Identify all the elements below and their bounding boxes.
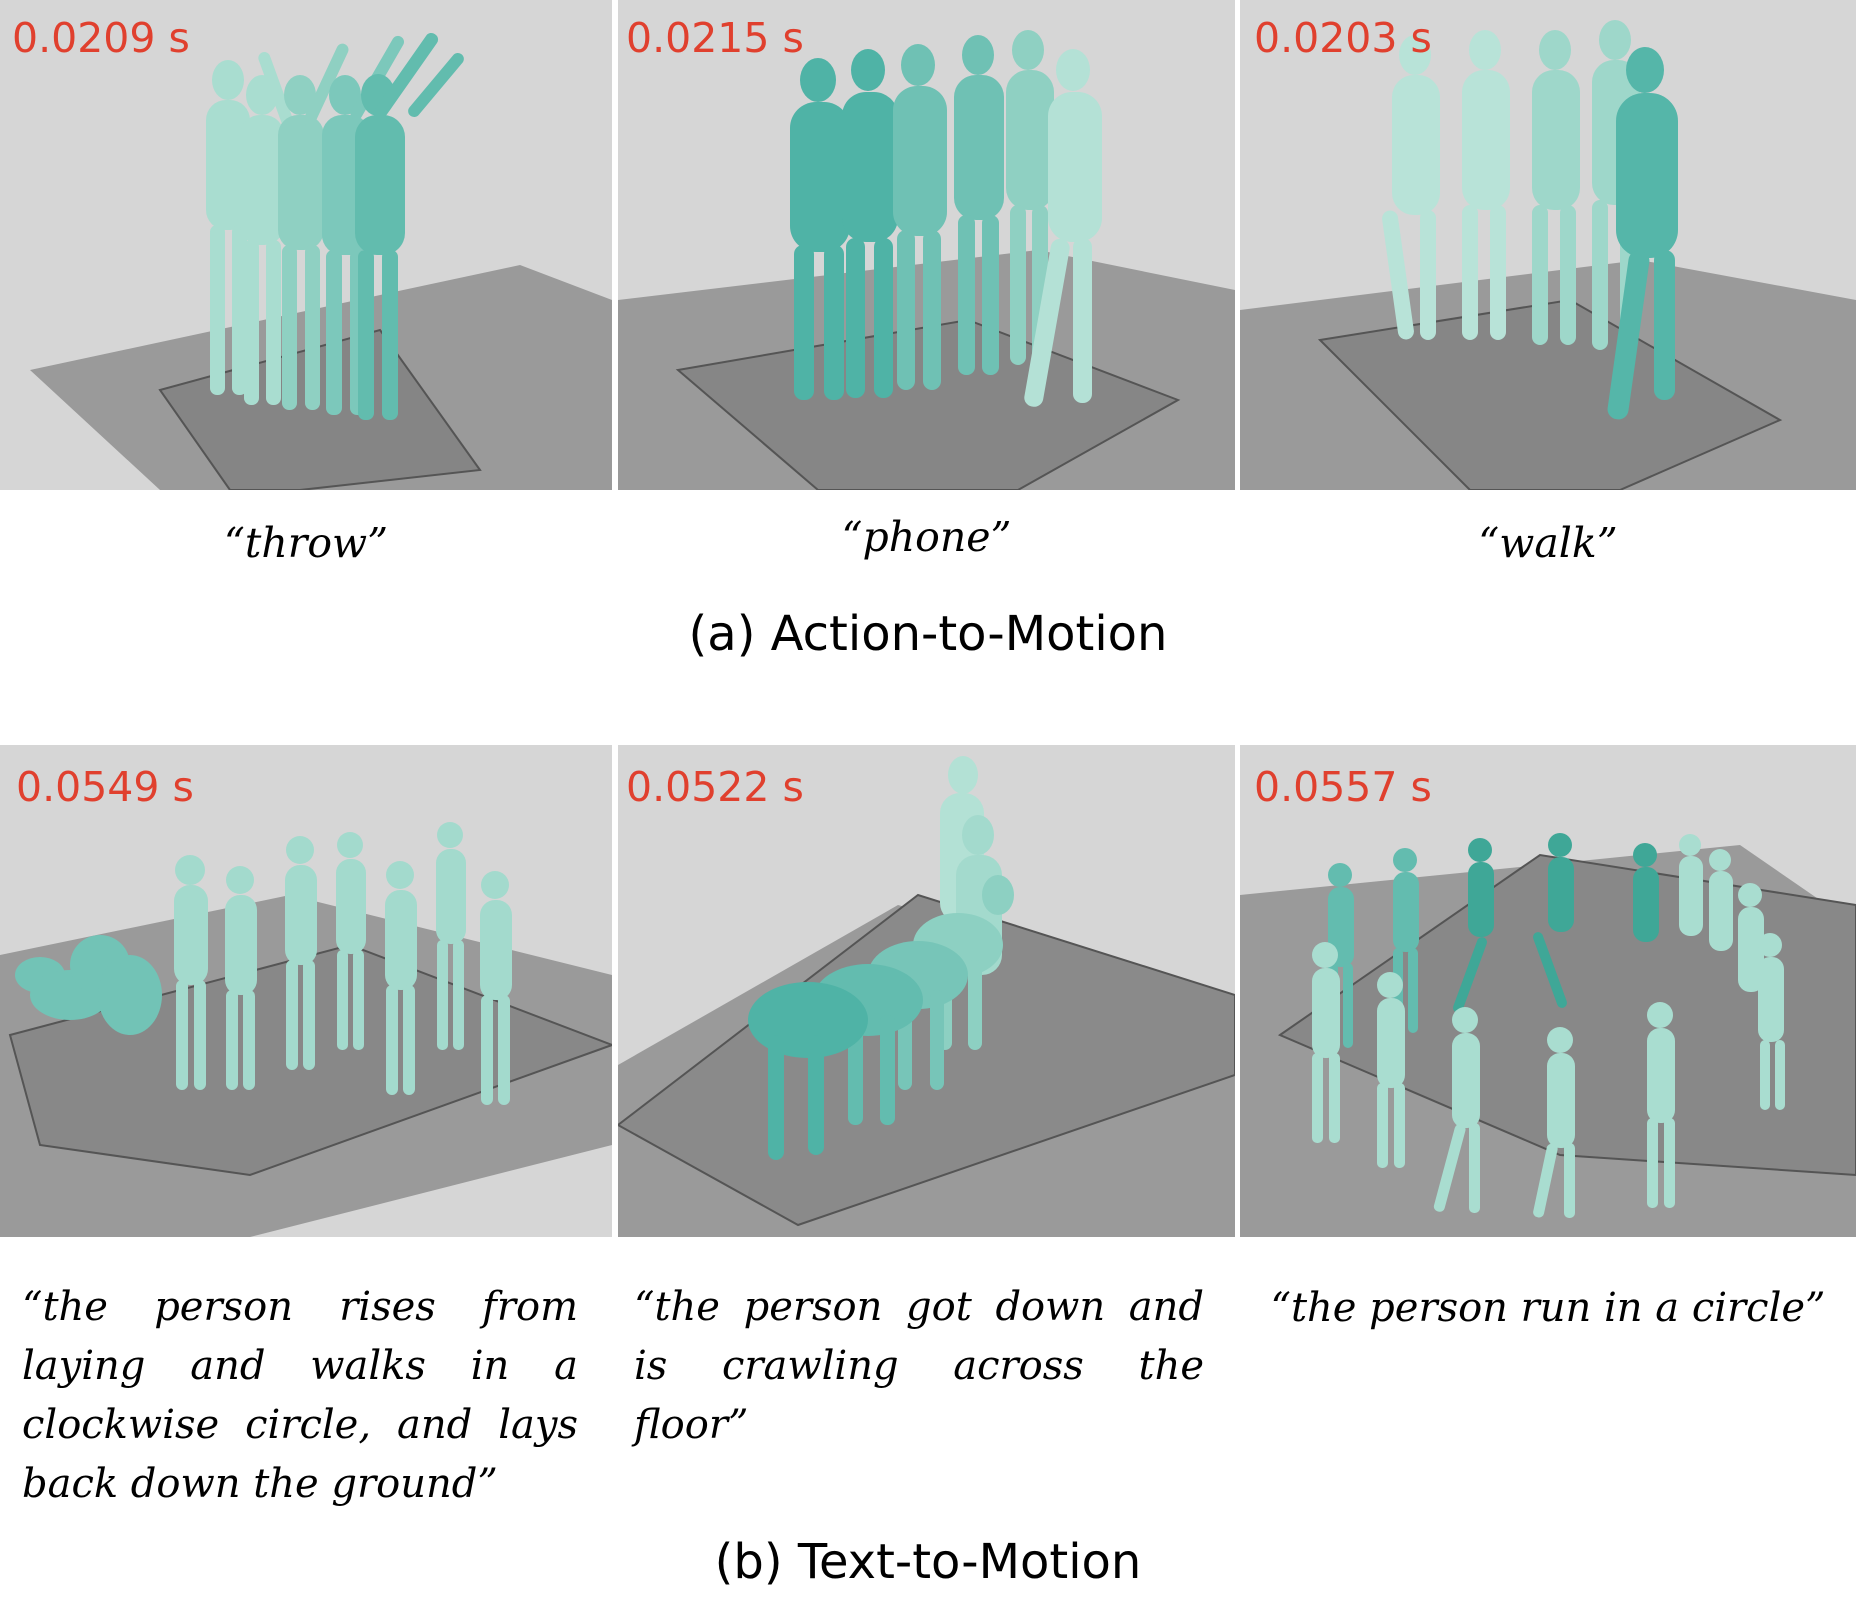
motion-render-walk bbox=[1240, 20, 1856, 490]
inference-time-label: 0.0209 s bbox=[12, 14, 190, 62]
action-caption: “throw” bbox=[223, 519, 389, 567]
motion-render-rise-walk bbox=[0, 822, 612, 1237]
subfigure-title-b: (b) Text-to-Motion bbox=[714, 1534, 1142, 1590]
render-panel-walk: 0.0203 s bbox=[1240, 0, 1856, 490]
inference-time-label: 0.0522 s bbox=[626, 763, 804, 811]
action-caption: “phone” bbox=[841, 513, 1012, 561]
action-caption: “walk” bbox=[1478, 519, 1618, 567]
inference-time-label: 0.0549 s bbox=[16, 763, 194, 811]
text-caption: “the person run in a circle” bbox=[1270, 1285, 1826, 1331]
inference-time-label: 0.0557 s bbox=[1254, 763, 1432, 811]
subfigure-title-a: (a) Action-to-Motion bbox=[688, 606, 1168, 662]
render-panel-crawl: 0.0522 s bbox=[618, 745, 1235, 1237]
inference-time-label: 0.0203 s bbox=[1254, 14, 1432, 62]
motion-render-throw bbox=[30, 32, 612, 490]
text-caption: “the person got down and is crawling acr… bbox=[634, 1284, 1204, 1448]
render-panel-run-circle: 0.0557 s bbox=[1240, 745, 1856, 1237]
text-caption: “the person rises from laying and walks … bbox=[22, 1284, 578, 1507]
render-panel-phone: 0.0215 s bbox=[618, 0, 1235, 490]
motion-render-run-circle bbox=[1240, 833, 1856, 1237]
motion-render-phone bbox=[618, 30, 1235, 490]
inference-time-label: 0.0215 s bbox=[626, 14, 804, 62]
render-panel-throw: 0.0209 s bbox=[0, 0, 612, 490]
render-panel-rise-walk: 0.0549 s bbox=[0, 745, 612, 1237]
motion-render-crawl bbox=[618, 756, 1235, 1237]
